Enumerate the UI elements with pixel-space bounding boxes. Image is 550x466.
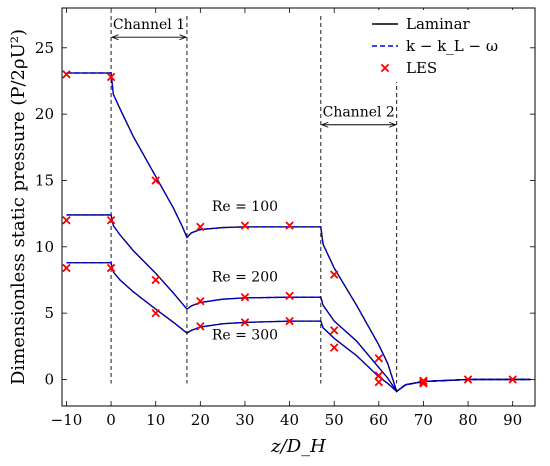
les-point [374, 371, 384, 380]
les-point [329, 270, 339, 279]
les-point [240, 221, 250, 230]
les-point [151, 275, 160, 285]
les-point [374, 377, 384, 387]
y-tick-label: 25 [35, 39, 54, 57]
les-point [151, 308, 160, 318]
les-point [419, 377, 428, 387]
les-point [106, 216, 116, 225]
les-point [240, 292, 250, 302]
les-point [285, 221, 294, 230]
x-tick-label: 30 [235, 411, 254, 429]
legend-label: k − k_L − ω [406, 37, 498, 55]
les-point [196, 296, 205, 306]
laminar-line [66, 72, 531, 393]
axis-ticks: −10 0 10 20 30 40 50 60 70 80 90 0 5 10 15 20 25 [35, 8, 535, 429]
les-point [419, 379, 428, 388]
les-point [62, 216, 71, 225]
les-point [151, 176, 160, 185]
curve-label: Re = 300 [212, 328, 278, 344]
les-point [106, 72, 116, 82]
x-tick-label: 40 [280, 411, 299, 429]
x-axis-label: z/D_H [270, 436, 326, 457]
les-point [62, 70, 71, 79]
legend-label: LES [406, 59, 437, 77]
les-point [62, 263, 71, 273]
legend-items: Laminar k − k_L − ω LES [372, 15, 498, 77]
y-tick-label: 5 [44, 304, 54, 322]
les-point [419, 376, 428, 386]
les-point [106, 263, 116, 273]
legend: Laminar k − k_L − ω LES [366, 10, 516, 82]
laminar-line [66, 214, 531, 393]
x-tick-label: 20 [191, 411, 210, 429]
les-point [374, 354, 384, 363]
channel-label: Channel 2 [323, 105, 395, 121]
x-tick-label: 0 [106, 411, 116, 429]
annotations: Channel 1 Channel 2 Re = 100 Re = 200 Re = 3… [112, 17, 396, 344]
curve-label: Re = 200 [212, 269, 278, 285]
k-kl-omega-line [66, 262, 531, 393]
curve-label: Re = 100 [212, 199, 278, 215]
les-point [196, 222, 205, 232]
les-point [240, 318, 250, 327]
y-tick-label: 15 [35, 171, 54, 189]
legend-item: LES [380, 59, 437, 77]
legend-item: k − k_L − ω [372, 37, 498, 55]
les-point [463, 375, 473, 384]
legend-item: Laminar [372, 15, 471, 33]
x-tick-label: 90 [503, 411, 522, 429]
x-tick-label: 60 [369, 411, 388, 429]
channel-markers [110, 15, 398, 384]
les-point [329, 343, 339, 352]
x-tick-label: −10 [51, 411, 83, 429]
x-tick-label: 50 [325, 411, 344, 429]
les-point [196, 322, 205, 331]
channel-label: Channel 1 [113, 17, 185, 33]
les-point [285, 316, 294, 326]
legend-swatch-les [380, 63, 390, 73]
laminar-line [66, 262, 531, 393]
les-point [285, 291, 294, 301]
x-tick-label: 80 [459, 411, 478, 429]
series-layer [62, 70, 531, 393]
y-axis-label: Dimensionless static pressure (P/2ρU²) [8, 29, 29, 385]
x-tick-label: 70 [414, 411, 433, 429]
les-point [508, 375, 517, 384]
k-kl-omega-line [66, 72, 531, 393]
k-kl-omega-line [66, 214, 531, 393]
y-tick-label: 10 [35, 238, 54, 256]
legend-label: Laminar [406, 15, 471, 33]
plot-frame [61, 7, 536, 407]
les-point [329, 326, 339, 335]
y-tick-label: 0 [44, 370, 54, 388]
x-tick-label: 10 [146, 411, 165, 429]
y-tick-label: 20 [35, 105, 54, 123]
